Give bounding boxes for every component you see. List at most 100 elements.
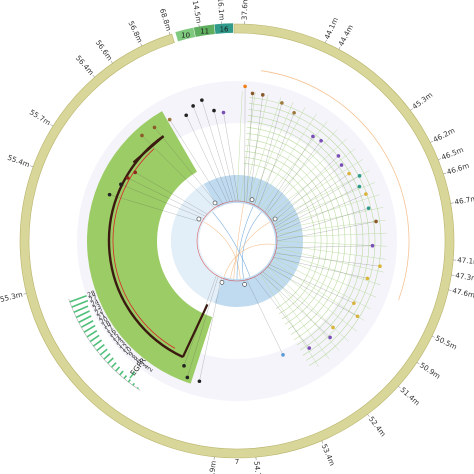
bracket-tick-a [181, 303, 209, 358]
histogram-label-15: 9 [128, 351, 136, 359]
tick-mark-24 [168, 31, 171, 35]
mutation-point-35 [191, 104, 195, 108]
gray-link [120, 184, 204, 219]
chord-1 [241, 211, 262, 279]
histogram-label-20: 2 [147, 366, 155, 373]
tick-label-9: 47.3m [455, 271, 474, 283]
green-ring-4 [245, 139, 340, 330]
tick-label-10: 47.6m [451, 286, 474, 300]
histogram-bar-2 [73, 305, 89, 313]
gray-link [258, 112, 295, 208]
gray-link [260, 273, 331, 338]
mutation-point-30 [133, 170, 137, 175]
green-ring-9 [248, 109, 370, 356]
gray-link [276, 193, 366, 233]
mutation-point-22 [307, 346, 312, 350]
histogram-bar-10 [96, 344, 105, 352]
histogram-bar-3 [75, 310, 90, 319]
segment-label-11: 11 [200, 28, 209, 36]
mutation-point-26 [182, 364, 186, 368]
histogram-label-17: 6 [135, 357, 143, 365]
histogram-label-4: 22 [94, 307, 104, 317]
green-link [259, 273, 319, 367]
gray-link [266, 140, 322, 215]
gray-link [192, 105, 231, 202]
bracket-tick-b [132, 135, 165, 164]
mutation-point-9 [347, 171, 351, 176]
gray-link [272, 164, 342, 223]
gray-link [275, 186, 360, 231]
mutation-point-21 [328, 335, 332, 340]
green-link [276, 244, 386, 260]
tick-label-23: 56.8m [126, 19, 144, 44]
mutation-point-6 [319, 139, 323, 143]
green-link [262, 129, 338, 211]
histogram-bar-18 [127, 378, 131, 383]
histogram-label-7: 18 [101, 320, 112, 330]
tick-mark-6 [443, 172, 447, 175]
green-ring-3 [245, 145, 334, 325]
tick-mark-21 [92, 74, 95, 78]
gray-link [109, 194, 202, 223]
green-link [276, 240, 387, 247]
green-ring-8 [247, 115, 364, 351]
mutation-point-14 [374, 219, 378, 224]
mutation-point-34 [184, 113, 189, 118]
tick-label-19: 55.4m [6, 153, 31, 169]
tick-label-22: 56.6m [94, 38, 115, 62]
histogram-bar-9 [92, 339, 103, 347]
data-marks [107, 84, 382, 384]
gray-link [273, 257, 368, 279]
histogram-label-19: 4 [143, 363, 151, 370]
tick-mark-1 [325, 39, 327, 43]
tick-mark-23 [140, 43, 143, 47]
tick-mark-4 [430, 140, 434, 143]
mutation-point-36 [200, 98, 204, 102]
tick-mark-5 [438, 158, 442, 160]
histogram-label-10: 15 [110, 332, 121, 342]
histogram-bar-17 [123, 375, 128, 380]
gray-link [141, 135, 215, 208]
mutation-point-25 [185, 375, 190, 380]
mutation-point-20 [331, 325, 335, 330]
gray-link [270, 155, 339, 220]
green-ring-5 [246, 133, 346, 335]
green-link [276, 232, 387, 238]
mutation-point-16 [378, 264, 382, 269]
tick-label-8: 47.1m [457, 255, 474, 266]
tick-label-17: 54.9m [207, 460, 218, 474]
tick-label-6: 46.6m [446, 161, 471, 177]
chord-3 [212, 211, 251, 277]
bracket-inner [112, 148, 176, 349]
core-node-3 [219, 280, 225, 285]
histogram-bar-16 [119, 370, 124, 376]
green-ring-11 [249, 97, 382, 366]
green-link [275, 251, 381, 286]
histogram-label-8: 17 [104, 324, 115, 334]
mutation-point-38 [221, 110, 226, 115]
gray-link [187, 276, 219, 378]
green-link [276, 219, 386, 235]
mutation-point-37 [212, 108, 216, 113]
histogram-label-12: 13 [116, 339, 127, 350]
tick-mark-20 [50, 124, 54, 127]
histogram-label-3: 23 [92, 303, 102, 313]
histogram-label-9: 16 [107, 328, 118, 338]
segment-label-16: 16 [220, 25, 229, 33]
histogram-label-16: 8 [131, 354, 139, 362]
tick-label-0: 37.6m [240, 0, 250, 20]
histogram-label-11: 14 [113, 335, 124, 346]
green-link [265, 269, 340, 351]
mutation-point-23 [281, 353, 285, 357]
tick-label-13: 51.4m [399, 385, 422, 407]
blue-ring-gap [171, 183, 225, 304]
link-tracks [107, 70, 410, 382]
green-link [273, 182, 376, 225]
mutation-point-1 [250, 91, 255, 96]
orange-arc [260, 70, 410, 300]
histogram-bar-14 [111, 362, 117, 368]
histogram-label-13: 12 [119, 343, 130, 354]
mutation-point-0 [243, 84, 247, 89]
green-link [236, 91, 243, 202]
gray-link [186, 115, 228, 203]
